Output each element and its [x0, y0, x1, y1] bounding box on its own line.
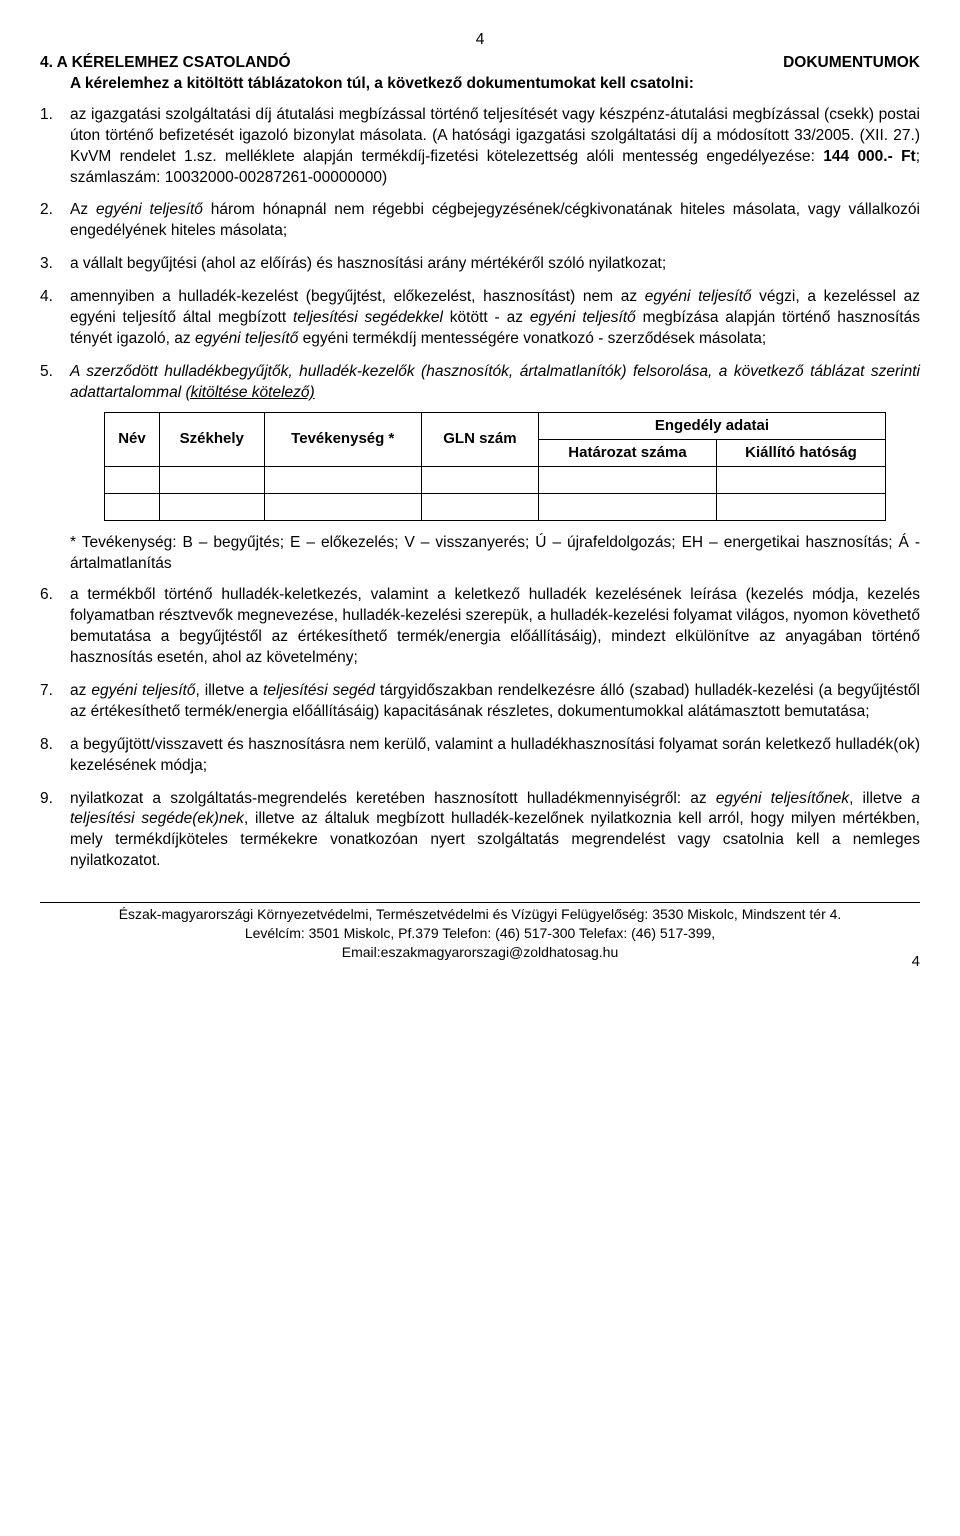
table-cell — [159, 467, 264, 494]
requirements-list-cont: 6. a termékből történő hulladék-keletkez… — [40, 585, 920, 872]
item-text: az igazgatási szolgáltatási díj átutalás… — [70, 106, 920, 165]
item-number: 9. — [40, 789, 53, 810]
item-text: , illetve — [849, 790, 911, 807]
page-number-bottom: 4 — [912, 953, 920, 970]
col-header-authority: Kiállító hatóság — [717, 440, 886, 467]
col-header-resolution: Határozat száma — [538, 440, 716, 467]
item-text: nyilatkozat a szolgáltatás-megrendelés k… — [70, 790, 716, 807]
footer-line: Levélcím: 3501 Miskolc, Pf.379 Telefon: … — [40, 924, 920, 943]
list-item: 7. az egyéni teljesítő, illetve a teljes… — [40, 681, 920, 723]
item-number: 8. — [40, 735, 53, 756]
list-item: 4. amennyiben a hulladék-kezelést (begyű… — [40, 287, 920, 350]
table-cell — [421, 467, 538, 494]
item-number: 7. — [40, 681, 53, 702]
table-cell — [538, 467, 716, 494]
footer-line: Email:eszakmagyarorszagi@zoldhatosag.hu — [40, 943, 920, 962]
item-text: Az — [70, 201, 96, 218]
list-item: 6. a termékből történő hulladék-keletkez… — [40, 585, 920, 669]
item-text-ital: egyéni teljesítő — [645, 288, 752, 305]
col-header-name: Név — [105, 412, 160, 467]
page-footer: Észak-magyarországi Környezetvédelmi, Te… — [40, 905, 920, 962]
item-number: 6. — [40, 585, 53, 606]
col-header-gln: GLN szám — [421, 412, 538, 467]
table-cell — [159, 494, 264, 521]
table-row — [105, 467, 886, 494]
item-text: az — [70, 682, 91, 699]
col-header-activity: Tevékenység * — [264, 412, 421, 467]
item-text-ital: egyéni teljesítő — [530, 309, 636, 326]
item-text-ital: egyéni teljesítő — [195, 330, 298, 347]
footer-separator — [40, 902, 920, 903]
list-item: 9. nyilatkozat a szolgáltatás-megrendelé… — [40, 789, 920, 873]
item-number: 1. — [40, 105, 53, 126]
section-heading: 4. A KÉRELEMHEZ CSATOLANDÓ DOKUMENTUMOK — [40, 53, 920, 74]
section-heading-left: 4. A KÉRELEMHEZ CSATOLANDÓ — [40, 53, 291, 74]
document-page: 4 4. A KÉRELEMHEZ CSATOLANDÓ DOKUMENTUMO… — [0, 0, 960, 982]
intro-text: A kérelemhez a kitöltött táblázatokon tú… — [70, 74, 920, 95]
item-text: kötött - az — [443, 309, 530, 326]
list-item: 3. a vállalt begyűjtési (ahol az előírás… — [40, 254, 920, 275]
contractors-table: Név Székhely Tevékenység * GLN szám Enge… — [104, 412, 886, 522]
table-cell — [538, 494, 716, 521]
item-text-ital: teljesítési segédekkel — [293, 309, 443, 326]
item-text: a vállalt begyűjtési (ahol az előírás) é… — [70, 255, 666, 272]
item-text-ital: egyéni teljesítőnek — [716, 790, 849, 807]
item-amount: 144 000.- Ft — [823, 148, 915, 165]
table-cell — [421, 494, 538, 521]
footer-line: Észak-magyarországi Környezetvédelmi, Te… — [40, 905, 920, 924]
table-row — [105, 494, 886, 521]
item-text: amennyiben a hulladék-kezelést (begyűjté… — [70, 288, 645, 305]
item-text: egyéni termékdíj mentességére vonatkozó … — [298, 330, 766, 347]
table-cell — [717, 467, 886, 494]
item-text-ital: egyéni teljesítő — [96, 201, 203, 218]
col-header-seat: Székhely — [159, 412, 264, 467]
list-item: 1. az igazgatási szolgáltatási díj átuta… — [40, 105, 920, 189]
item-text: a begyűjtött/visszavett és hasznosításra… — [70, 736, 920, 774]
table-cell — [717, 494, 886, 521]
item-text: a termékből történő hulladék-keletkezés,… — [70, 586, 920, 666]
page-number-top: 4 — [40, 30, 920, 51]
requirements-list: 1. az igazgatási szolgáltatási díj átuta… — [40, 105, 920, 522]
item-number: 3. — [40, 254, 53, 275]
item-number: 5. — [40, 362, 53, 383]
section-heading-right: DOKUMENTUMOK — [783, 53, 920, 74]
list-item: 8. a begyűjtött/visszavett és hasznosítá… — [40, 735, 920, 777]
item-text-ital: egyéni teljesítő — [91, 682, 195, 699]
list-item: 5. A szerződött hulladékbegyűjtők, hulla… — [40, 362, 920, 521]
table-footnote: * Tevékenység: B – begyűjtés; E – előkez… — [70, 533, 920, 575]
col-header-permit: Engedély adatai — [538, 412, 885, 439]
item-number: 4. — [40, 287, 53, 308]
table-cell — [105, 494, 160, 521]
item-number: 2. — [40, 200, 53, 221]
list-item: 2. Az egyéni teljesítő három hónapnál ne… — [40, 200, 920, 242]
table-cell — [264, 467, 421, 494]
table-cell — [105, 467, 160, 494]
item-text-ital: teljesítési segéd — [263, 682, 375, 699]
table-row: Név Székhely Tevékenység * GLN szám Enge… — [105, 412, 886, 439]
table-cell — [264, 494, 421, 521]
item-text-underline: (kitöltése kötelező) — [185, 384, 314, 401]
item-text: , illetve a — [195, 682, 263, 699]
